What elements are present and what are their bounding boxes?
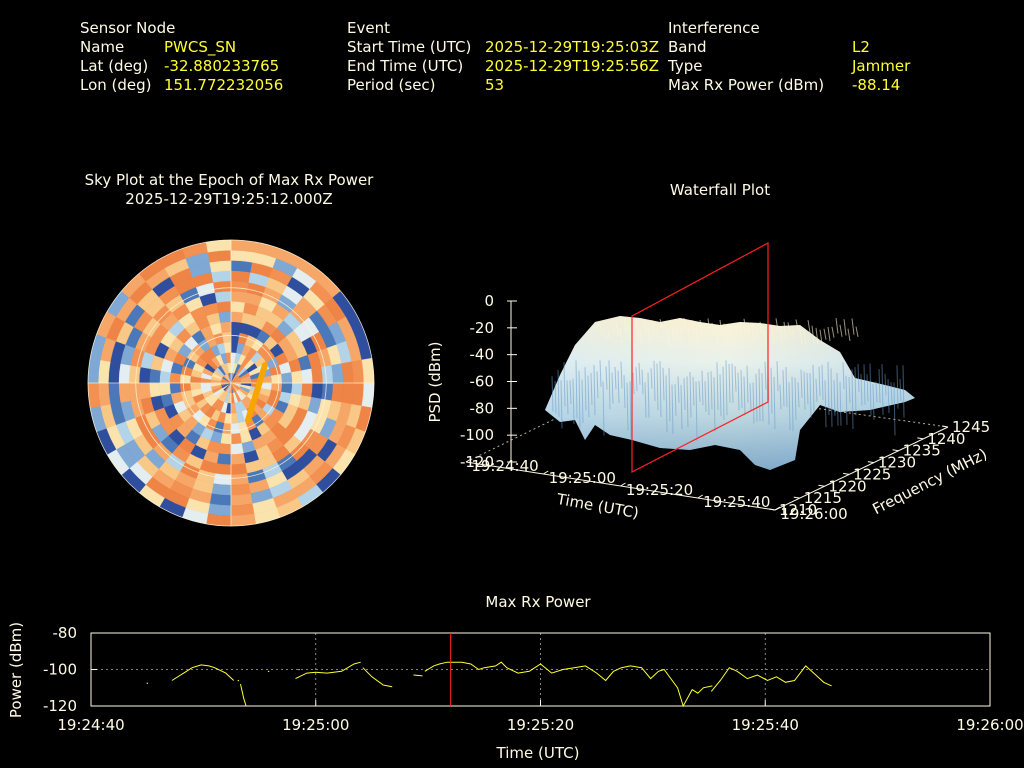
sensor-node-heading: Sensor Node	[80, 19, 176, 37]
event-end-label: End Time (UTC)	[347, 57, 464, 75]
waterfall-time-tick: 19:25:00	[549, 469, 616, 487]
event-period-value: 53	[485, 76, 505, 94]
waterfall-freq-tick: 1235	[903, 442, 941, 460]
power-point	[268, 670, 270, 673]
waterfall-z-tick: -80	[470, 399, 495, 417]
sky-plot-title: Sky Plot at the Epoch of Max Rx Power	[84, 171, 374, 189]
power-line-segment	[424, 661, 713, 708]
interference-power-label: Max Rx Power (dBm)	[668, 76, 825, 94]
power-y-label: Power (dBm)	[7, 622, 25, 718]
sensor-lat-value: -32.880233765	[164, 57, 280, 75]
waterfall-z-tick: 0	[484, 292, 494, 310]
interference-power-value: -88.14	[852, 76, 901, 94]
power-point	[298, 669, 300, 671]
power-y-tick: -100	[43, 661, 77, 679]
sensor-lat-label: Lat (deg)	[80, 57, 149, 75]
interference-heading: Interference	[668, 19, 760, 37]
sensor-name-value: PWCS_SN	[164, 38, 237, 56]
sensor-name-label: Name	[80, 38, 125, 56]
event-start-value: 2025-12-29T19:25:03Z	[485, 38, 659, 56]
waterfall-epoch-plane	[631, 241, 769, 473]
waterfall-z-tick: -20	[470, 319, 495, 337]
waterfall-z-label: PSD (dBm)	[426, 341, 444, 422]
power-y-tick: -120	[43, 697, 77, 715]
waterfall-z-tick: -60	[470, 373, 495, 391]
event-end-value: 2025-12-29T19:25:56Z	[485, 57, 659, 75]
power-x-tick: 19:25:00	[282, 716, 349, 734]
interference-band-value: L2	[852, 38, 870, 56]
power-x-tick: 19:25:20	[507, 716, 574, 734]
power-line-segment	[413, 674, 423, 677]
power-line-segment	[362, 667, 393, 688]
waterfall-time-tick: 19:26:00	[780, 505, 847, 523]
power-line-segment	[710, 665, 832, 692]
power-point	[237, 679, 239, 682]
waterfall-freq-tick: 1225	[853, 465, 891, 483]
power-line-segment	[171, 664, 235, 681]
waterfall-freq-tick: 1240	[927, 430, 965, 448]
power-x-tick: 19:26:00	[956, 716, 1023, 734]
interference-type-value: Jammer	[852, 57, 911, 75]
power-x-tick: 19:25:40	[732, 716, 799, 734]
sensor-lon-value: 151.772232056	[164, 76, 284, 94]
waterfall-time-tick: 19:25:20	[626, 481, 693, 499]
waterfall-time-tick: 19:24:40	[471, 457, 538, 475]
waterfall-time-tick: 19:25:40	[703, 493, 770, 511]
power-chart-title: Max Rx Power	[485, 593, 591, 611]
power-point	[146, 682, 148, 684]
waterfall-title: Waterfall Plot	[669, 181, 771, 199]
waterfall-freq-tick: 1210	[779, 501, 817, 519]
power-x-label: Time (UTC)	[496, 744, 580, 762]
waterfall-z-tick: -100	[460, 426, 494, 444]
interference-type-label: Type	[668, 57, 703, 75]
sky-heatmap-cells	[87, 239, 375, 527]
event-heading: Event	[347, 19, 390, 37]
waterfall-freq-tick: 1215	[804, 489, 842, 507]
sky-plot-epoch: 2025-12-29T19:25:12.000Z	[125, 190, 333, 208]
waterfall-freq-tick: 1220	[828, 477, 866, 495]
waterfall-surface-streaks	[551, 360, 905, 441]
event-period-label: Period (sec)	[347, 76, 436, 94]
waterfall-z-tick: -40	[470, 346, 495, 364]
sky-grid	[87, 239, 375, 527]
power-x-tick: 19:24:40	[57, 716, 124, 734]
interference-band-label: Band	[668, 38, 707, 56]
event-start-label: Start Time (UTC)	[347, 38, 472, 56]
satellite-track	[245, 362, 268, 423]
waterfall-freq-tick: 1245	[952, 418, 990, 436]
power-chart-grid	[91, 633, 990, 706]
waterfall-freq-tick: 1230	[878, 454, 916, 472]
power-line-segment	[295, 661, 361, 680]
waterfall-surface-highlights	[599, 318, 859, 348]
power-y-tick: -80	[53, 624, 78, 642]
power-series	[146, 661, 832, 708]
power-line-segment	[240, 683, 247, 707]
waterfall-z-tick: -120	[460, 453, 494, 471]
sensor-lon-label: Lon (deg)	[80, 76, 152, 94]
